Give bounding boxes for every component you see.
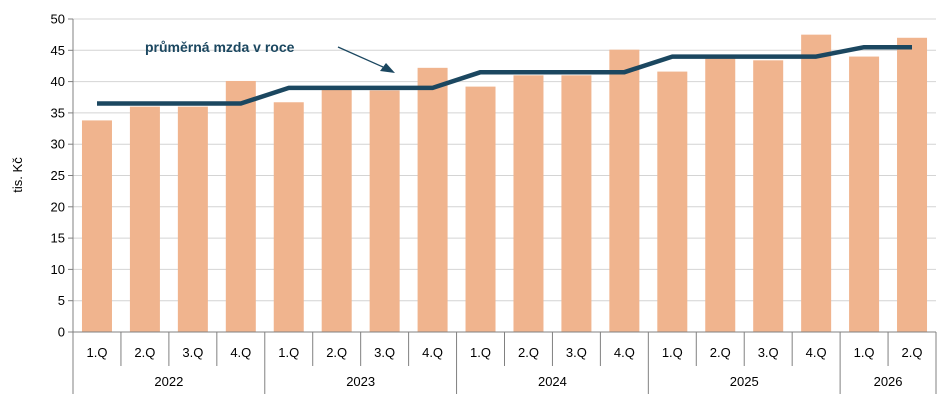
bar — [753, 60, 784, 332]
x-tick-label: 3.Q — [566, 345, 587, 360]
bar — [849, 56, 880, 333]
x-tick-label: 4.Q — [806, 345, 827, 360]
y-tick-labels: 0 5 10 15 20 25 30 35 40 45 50 — [51, 12, 65, 340]
x-tick-label: 1.Q — [662, 345, 683, 360]
annotation-arrow — [337, 46, 384, 68]
bar — [513, 75, 544, 332]
bar — [225, 80, 256, 332]
y-tick-label: 40 — [51, 74, 65, 89]
y-axis-title: tis. Kč — [10, 157, 25, 193]
year-label: 2024 — [538, 374, 567, 389]
x-tick-label: 1.Q — [278, 345, 299, 360]
x-tick-label: 2.Q — [902, 345, 923, 360]
x-tick-label: 2.Q — [710, 345, 731, 360]
average-line — [97, 44, 912, 106]
x-tick-label: 1.Q — [86, 345, 107, 360]
y-tick-label: 45 — [51, 43, 65, 58]
y-tick-label: 10 — [51, 262, 65, 277]
bars — [81, 34, 928, 333]
year-label: 2026 — [874, 374, 903, 389]
annotation-text: průměrná mzda v roce — [145, 39, 295, 55]
bar — [417, 67, 448, 332]
x-tick-label: 2.Q — [134, 345, 155, 360]
x-tick-label: 1.Q — [470, 345, 491, 360]
y-tick-label: 20 — [51, 199, 65, 214]
x-tick-label: 3.Q — [758, 345, 779, 360]
bar — [321, 88, 352, 333]
x-tick-label: 2.Q — [326, 345, 347, 360]
x-tick-label: 3.Q — [374, 345, 395, 360]
axes — [68, 18, 937, 394]
x-tick-label: 4.Q — [422, 345, 443, 360]
y-tick-label: 5 — [58, 293, 65, 308]
gridlines — [73, 18, 936, 302]
y-tick-label: 25 — [51, 168, 65, 183]
bar — [657, 71, 688, 333]
year-label: 2022 — [154, 374, 183, 389]
y-tick-label: 50 — [51, 12, 65, 27]
bar — [801, 34, 832, 333]
y-tick-label: 0 — [58, 325, 65, 340]
bar — [129, 106, 160, 332]
annotation: průměrná mzda v roce — [145, 39, 395, 73]
average-line-path — [97, 44, 912, 106]
bar — [465, 86, 496, 332]
bar — [561, 75, 592, 332]
x-tick-labels: 1.Q 2.Q 3.Q 4.Q 1.Q 2.Q 3.Q 4.Q 1.Q 2.Q 3.Q 4.Q 1.Q 2… — [86, 345, 922, 389]
y-tick-label: 15 — [51, 231, 65, 246]
x-tick-label: 1.Q — [854, 345, 875, 360]
bar — [609, 49, 640, 332]
annotation-arrowhead — [380, 63, 395, 73]
y-tick-label: 35 — [51, 105, 65, 120]
x-tick-label: 4.Q — [614, 345, 635, 360]
bar — [369, 90, 400, 332]
year-label: 2025 — [730, 374, 759, 389]
x-tick-label: 4.Q — [230, 345, 251, 360]
bar — [705, 57, 736, 332]
x-tick-label: 2.Q — [518, 345, 539, 360]
y-tick-label: 30 — [51, 137, 65, 152]
bar — [81, 120, 112, 332]
bar — [177, 106, 208, 332]
bar — [897, 37, 928, 332]
x-tick-label: 3.Q — [182, 345, 203, 360]
year-label: 2023 — [346, 374, 375, 389]
bar — [273, 102, 304, 333]
